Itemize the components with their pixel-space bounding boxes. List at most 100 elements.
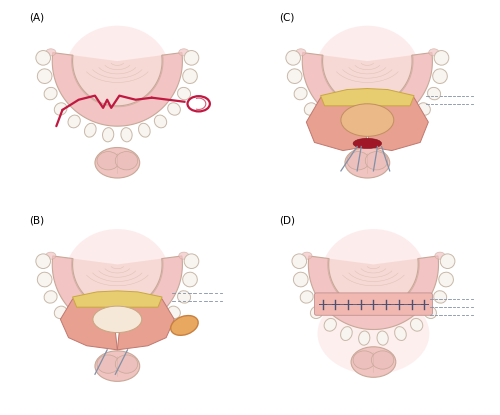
- Ellipse shape: [418, 103, 430, 115]
- Polygon shape: [118, 293, 174, 350]
- Ellipse shape: [168, 306, 180, 319]
- Ellipse shape: [440, 254, 455, 269]
- Ellipse shape: [182, 272, 198, 287]
- Ellipse shape: [38, 272, 52, 287]
- Text: (A): (A): [29, 12, 44, 22]
- Ellipse shape: [138, 327, 150, 340]
- Ellipse shape: [388, 123, 400, 137]
- Ellipse shape: [116, 151, 138, 170]
- Ellipse shape: [345, 147, 390, 178]
- Ellipse shape: [292, 254, 306, 269]
- Ellipse shape: [371, 128, 382, 142]
- Polygon shape: [72, 55, 162, 106]
- Ellipse shape: [68, 115, 80, 128]
- Ellipse shape: [324, 318, 336, 331]
- Ellipse shape: [351, 347, 396, 377]
- Ellipse shape: [154, 115, 166, 128]
- FancyBboxPatch shape: [314, 293, 432, 315]
- Ellipse shape: [102, 331, 114, 345]
- Ellipse shape: [102, 128, 114, 142]
- Ellipse shape: [97, 355, 120, 373]
- Ellipse shape: [44, 291, 57, 303]
- Ellipse shape: [170, 315, 198, 335]
- Ellipse shape: [358, 331, 370, 345]
- Polygon shape: [320, 88, 414, 106]
- Ellipse shape: [372, 351, 394, 369]
- Ellipse shape: [434, 291, 446, 303]
- Ellipse shape: [428, 88, 440, 100]
- Polygon shape: [302, 53, 432, 126]
- Ellipse shape: [286, 51, 300, 65]
- Ellipse shape: [435, 252, 445, 259]
- Ellipse shape: [97, 151, 120, 170]
- Ellipse shape: [341, 104, 394, 136]
- Ellipse shape: [410, 318, 423, 331]
- Ellipse shape: [36, 51, 51, 65]
- Ellipse shape: [318, 293, 430, 374]
- Ellipse shape: [334, 123, 346, 137]
- Polygon shape: [72, 291, 162, 307]
- Ellipse shape: [46, 252, 56, 259]
- Ellipse shape: [353, 138, 382, 149]
- Ellipse shape: [38, 69, 52, 83]
- Ellipse shape: [178, 88, 190, 100]
- Ellipse shape: [353, 351, 376, 369]
- Ellipse shape: [66, 26, 170, 117]
- Ellipse shape: [93, 306, 142, 332]
- Ellipse shape: [154, 318, 166, 331]
- Ellipse shape: [95, 147, 140, 178]
- Ellipse shape: [54, 103, 67, 115]
- Ellipse shape: [294, 88, 307, 100]
- Polygon shape: [328, 259, 418, 309]
- Ellipse shape: [377, 331, 388, 345]
- Ellipse shape: [424, 306, 436, 319]
- Ellipse shape: [95, 351, 140, 381]
- Ellipse shape: [121, 128, 132, 142]
- Ellipse shape: [434, 51, 449, 65]
- Ellipse shape: [300, 291, 313, 303]
- Polygon shape: [306, 90, 368, 151]
- Ellipse shape: [184, 254, 199, 269]
- Ellipse shape: [394, 327, 406, 340]
- Ellipse shape: [310, 306, 323, 319]
- Ellipse shape: [138, 123, 150, 137]
- Polygon shape: [52, 53, 182, 126]
- Ellipse shape: [84, 123, 96, 137]
- Ellipse shape: [294, 272, 308, 287]
- Ellipse shape: [296, 49, 306, 56]
- Ellipse shape: [44, 88, 57, 100]
- Text: (C): (C): [279, 12, 294, 22]
- Ellipse shape: [366, 151, 388, 170]
- Ellipse shape: [116, 355, 138, 373]
- Ellipse shape: [182, 69, 198, 83]
- Polygon shape: [322, 55, 412, 106]
- Ellipse shape: [179, 49, 189, 56]
- Ellipse shape: [46, 49, 56, 56]
- Text: (D): (D): [279, 216, 295, 226]
- Ellipse shape: [432, 69, 448, 83]
- Ellipse shape: [68, 318, 80, 331]
- Ellipse shape: [304, 103, 317, 115]
- Polygon shape: [52, 256, 182, 330]
- Ellipse shape: [66, 229, 170, 320]
- Ellipse shape: [36, 254, 51, 269]
- Ellipse shape: [168, 103, 180, 115]
- Ellipse shape: [429, 49, 439, 56]
- Ellipse shape: [288, 69, 302, 83]
- Ellipse shape: [340, 327, 352, 340]
- Polygon shape: [72, 259, 162, 309]
- Ellipse shape: [179, 252, 189, 259]
- Ellipse shape: [404, 115, 416, 128]
- Ellipse shape: [121, 331, 132, 345]
- Text: (B): (B): [29, 216, 44, 226]
- Polygon shape: [308, 256, 438, 330]
- Polygon shape: [368, 90, 428, 151]
- Ellipse shape: [439, 272, 454, 287]
- Ellipse shape: [184, 51, 199, 65]
- Ellipse shape: [316, 26, 420, 117]
- Ellipse shape: [302, 252, 312, 259]
- Ellipse shape: [54, 306, 67, 319]
- Ellipse shape: [322, 229, 426, 320]
- Ellipse shape: [352, 128, 364, 142]
- Ellipse shape: [347, 151, 370, 170]
